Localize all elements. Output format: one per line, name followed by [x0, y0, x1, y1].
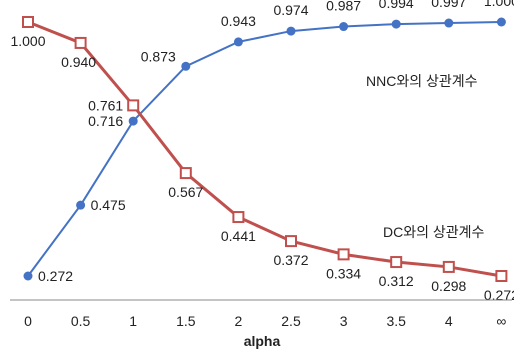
series-annotation-nnc: NNC와의 상관계수 [366, 73, 478, 89]
data-point-marker [444, 18, 454, 28]
data-label: 0.272 [484, 287, 514, 303]
data-point-marker [23, 271, 33, 281]
data-label: 0.873 [141, 48, 176, 64]
data-label: 0.298 [431, 278, 466, 294]
data-point-marker [233, 37, 243, 47]
data-point-marker [496, 17, 506, 27]
data-point-marker [22, 16, 34, 28]
x-tick-label: 1.5 [176, 313, 196, 329]
data-point-marker [339, 22, 349, 32]
data-label: 1.000 [10, 33, 45, 49]
data-label: 0.940 [61, 54, 96, 70]
data-point-marker [74, 36, 87, 49]
data-label: 0.974 [273, 2, 308, 18]
data-label: 0.441 [221, 228, 256, 244]
data-point-marker [391, 19, 401, 29]
data-point-marker [390, 256, 403, 269]
data-point-marker [179, 167, 192, 180]
data-label: 1.000 [484, 0, 514, 9]
data-label: 0.987 [326, 0, 361, 14]
data-label: 0.567 [168, 184, 203, 200]
data-point-marker [285, 235, 297, 248]
x-tick-label: 0 [24, 313, 32, 329]
series-line-1 [27, 20, 502, 278]
x-tick-label: 3.5 [386, 313, 406, 329]
x-tick-label: 3 [340, 313, 348, 329]
x-tick-label: 4 [445, 313, 453, 329]
data-label: 0.943 [221, 13, 256, 29]
data-label: 0.761 [88, 97, 123, 113]
data-point-marker [442, 260, 455, 273]
data-label: 0.994 [379, 0, 414, 11]
data-point-marker [495, 270, 508, 282]
data-label: 0.716 [88, 113, 123, 129]
data-point-marker [286, 26, 296, 36]
data-label: 0.312 [379, 273, 414, 289]
data-point-marker [128, 116, 138, 126]
x-tick-label: ∞ [496, 313, 506, 329]
data-label: 0.334 [326, 265, 361, 281]
x-tick-label: 0.5 [71, 313, 91, 329]
series-annotation-dc: DC와의 상관계수 [383, 224, 485, 240]
x-tick-label: 1 [129, 313, 137, 329]
data-label: 0.475 [91, 197, 126, 213]
plot-area: 0.272 0.475 0.716 0.873 0.943 0.974 0.987 0.994… [10, 0, 514, 303]
data-point-marker [127, 99, 140, 112]
data-label: 0.997 [431, 0, 466, 10]
data-point-marker [337, 248, 350, 261]
x-axis-ticks: 0 0.5 1 1.5 2 2.5 3 3.5 4 ∞ [24, 313, 506, 329]
data-point-marker [76, 200, 86, 210]
data-label: 0.372 [273, 252, 308, 268]
data-point-marker [232, 211, 245, 224]
x-tick-label: 2 [235, 313, 243, 329]
data-point-marker [181, 61, 191, 71]
data-label: 0.272 [38, 268, 73, 284]
x-tick-label: 2.5 [281, 313, 301, 329]
series-line-0 [27, 21, 502, 277]
x-axis-title: alpha [244, 333, 281, 349]
